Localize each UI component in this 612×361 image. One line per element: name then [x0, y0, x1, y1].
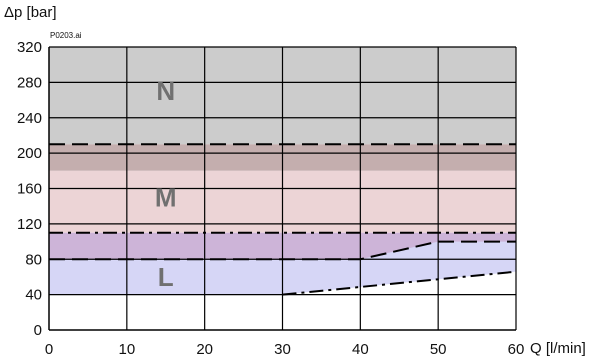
y-axis-title: Δp [bar]: [4, 4, 57, 21]
region-label-m: M: [155, 182, 177, 212]
y-tick-label-280: 280: [17, 74, 42, 91]
region-label-l: L: [158, 262, 174, 292]
x-tick-label-40: 40: [352, 341, 369, 358]
y-tick-label-320: 320: [17, 39, 42, 56]
boundary-line-dashed-2: [49, 240, 516, 261]
y-tick-label-40: 40: [25, 287, 42, 304]
y-tick-label-160: 160: [17, 181, 42, 198]
x-tick-label-0: 0: [45, 341, 53, 358]
x-tick-label-60: 60: [508, 341, 525, 358]
region-label-n: N: [156, 76, 175, 106]
x-axis-title: Q [l/min]: [530, 340, 586, 357]
y-tick-label-120: 120: [17, 216, 42, 233]
region-labels: N M L: [155, 76, 177, 292]
x-tick-label-10: 10: [118, 341, 135, 358]
y-tick-label-200: 200: [17, 145, 42, 162]
tick-labels: 0 10 20 30 40 50 60 0 40 80 120 160 200 240 280 320: [17, 39, 524, 358]
x-tick-label-30: 30: [274, 341, 291, 358]
x-tick-label-50: 50: [430, 341, 447, 358]
boundary-lines: [49, 143, 517, 296]
boundary-line-dashdot-3: [282, 270, 517, 296]
x-tick-label-20: 20: [196, 341, 213, 358]
y-tick-label-0: 0: [34, 322, 42, 339]
figure-id: P0203.ai: [50, 31, 82, 40]
y-tick-label-240: 240: [17, 110, 42, 127]
y-tick-label-80: 80: [25, 251, 42, 268]
